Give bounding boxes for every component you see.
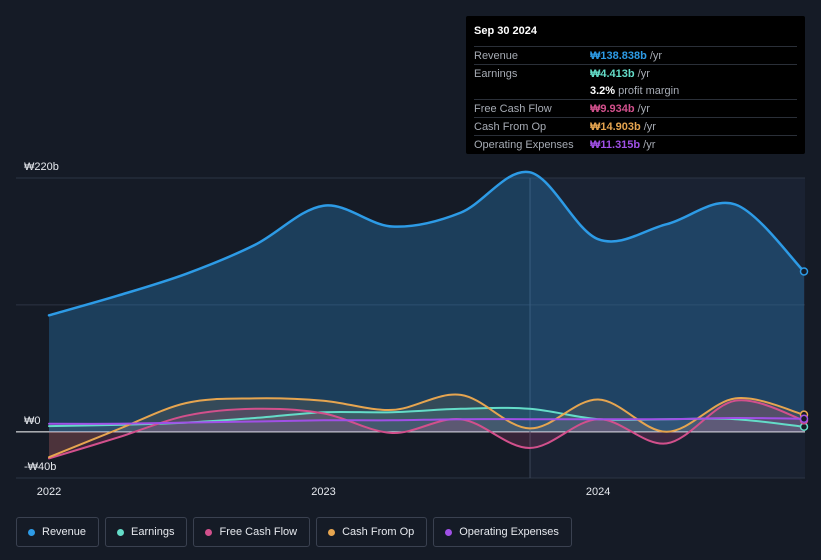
tooltip-row-cash-from-op: Cash From Op ₩14.903b /yr [474, 117, 797, 135]
y-axis-label-top: ₩220b [24, 161, 59, 173]
legend-label: Free Cash Flow [219, 526, 298, 538]
legend-item-revenue[interactable]: Revenue [16, 517, 100, 547]
tooltip-row-value: ₩9.934b [590, 102, 635, 115]
tooltip-row-unit: profit margin [618, 84, 680, 97]
tooltip-row-unit: /yr [643, 120, 656, 133]
tooltip-row-label: Earnings [474, 67, 518, 80]
legend-label: Operating Expenses [459, 526, 559, 538]
tooltip-date: Sep 30 2024 [474, 25, 537, 37]
tooltip-row-label: Operating Expenses [474, 138, 574, 151]
legend-item-earnings[interactable]: Earnings [105, 517, 188, 547]
series-line-free-cash-flow [48, 399, 805, 460]
tooltip-row-operating-expenses: Operating Expenses ₩11.315b /yr [474, 135, 797, 153]
series-area-free-cash-flow [49, 400, 804, 459]
tooltip-row-unit: /yr [643, 138, 656, 151]
tooltip-row-label: Free Cash Flow [474, 102, 552, 115]
x-axis-ticks: 2022 2023 2024 [37, 486, 611, 498]
legend-dot-icon [205, 528, 213, 536]
x-tick-label-2022: 2022 [37, 486, 61, 498]
end-markers [799, 267, 809, 432]
tooltip-row-value: ₩11.315b [590, 138, 641, 151]
past-data-shade [530, 178, 805, 478]
series-line-revenue [47, 170, 806, 317]
tooltip-row-free-cash-flow: Free Cash Flow ₩9.934b /yr [474, 99, 797, 117]
x-tick-label-2023: 2023 [311, 486, 335, 498]
series-lines [47, 170, 806, 460]
series-area-revenue [49, 171, 804, 432]
legend-item-cash-from-op[interactable]: Cash From Op [316, 517, 428, 547]
legend-label: Cash From Op [342, 526, 415, 538]
legend: Revenue Earnings Free Cash Flow Cash Fro… [16, 517, 572, 547]
tooltip-row-value: ₩14.903b [590, 120, 641, 133]
tooltip-row-unit: /yr [637, 67, 650, 80]
legend-item-operating-expenses[interactable]: Operating Expenses [433, 517, 572, 547]
series-line-operating-expenses [48, 416, 805, 425]
series-line-cash-from-op [48, 393, 805, 459]
series-end-marker-operating-expenses [799, 414, 809, 424]
tooltip-row-earnings: Earnings ₩4.413b /yr [474, 64, 797, 82]
legend-dot-icon [445, 528, 453, 536]
legend-dot-icon [328, 528, 336, 536]
tooltip-row-profit-margin: 3.2% profit margin [474, 82, 797, 99]
tooltip-row-label: Revenue [474, 49, 519, 62]
tooltip-row-value: ₩4.413b [590, 67, 635, 80]
tooltip-row-value: ₩138.838b [590, 49, 647, 62]
legend-dot-icon [28, 528, 35, 536]
tooltip-row-revenue: Revenue ₩138.838b /yr [474, 46, 797, 64]
legend-dot-icon [117, 528, 125, 536]
y-axis-label-zero: ₩0 [24, 415, 41, 427]
legend-label: Earnings [131, 526, 175, 538]
tooltip-row-label: Cash From Op [474, 120, 547, 133]
tooltip: Sep 30 2024 Revenue ₩138.838b /yr Earnin… [466, 16, 805, 154]
x-tick-label-2024: 2024 [586, 486, 610, 498]
legend-label: Revenue [42, 526, 87, 538]
series-end-marker-revenue [799, 267, 809, 276]
tooltip-row-value: 3.2% [590, 84, 616, 97]
y-axis-label-bottom: -₩40b [24, 461, 56, 473]
tooltip-row-unit: /yr [649, 49, 663, 62]
legend-item-free-cash-flow[interactable]: Free Cash Flow [193, 517, 311, 547]
tooltip-row-unit: /yr [637, 102, 650, 115]
